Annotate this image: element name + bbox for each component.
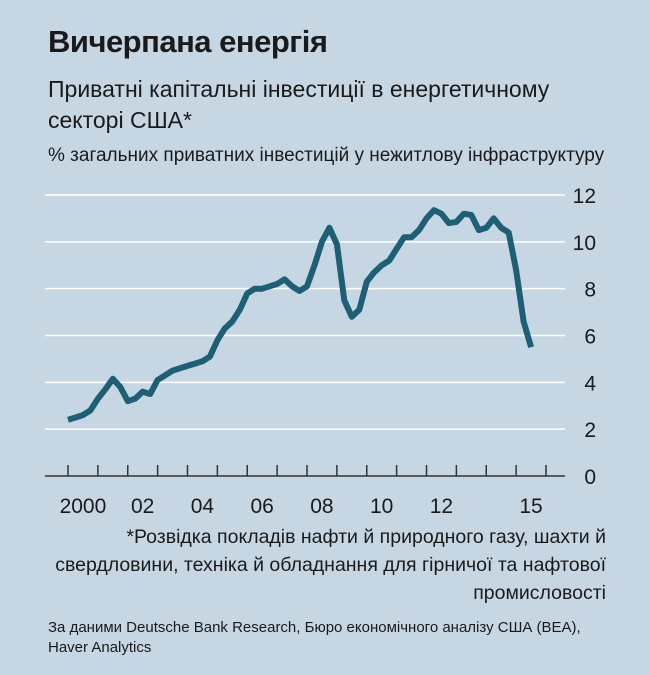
x-tick-label: 10 (370, 495, 393, 518)
x-tick-label: 04 (191, 495, 215, 518)
gridlines (45, 194, 565, 430)
y-tick-label: 8 (584, 279, 596, 302)
y-tick-label: 0 (584, 466, 596, 489)
y-tick-label: 10 (573, 232, 596, 255)
y-tick-label: 2 (584, 419, 596, 442)
chart-title: Вичерпана енергія (48, 24, 328, 59)
x-tick-label: 12 (430, 495, 453, 518)
x-axis: 2000 02 04 06 08 10 12 15 (45, 465, 565, 518)
y-tick-label: 12 (573, 185, 596, 208)
y-tick-label: 6 (584, 326, 596, 349)
source-note: За даними Deutsche Bank Research, Бюро е… (48, 619, 581, 656)
series-layer (67, 207, 534, 423)
y-axis-ticks: 0 2 4 6 8 10 12 (573, 185, 597, 489)
x-tick-label: 08 (310, 495, 333, 518)
y-tick-label: 4 (584, 372, 596, 395)
chart-subtitle: Приватні капітальні інвестиції в енергет… (48, 76, 550, 133)
x-tick-label: 02 (131, 495, 154, 518)
x-tick-label: 2000 (60, 495, 107, 518)
footnote: *Розвідка покладів нафти й природного га… (55, 526, 606, 604)
x-tick-label: 06 (251, 495, 274, 518)
x-tick-label: 15 (519, 495, 542, 518)
unit-label: % загальних приватних інвестицій у нежит… (48, 145, 605, 166)
